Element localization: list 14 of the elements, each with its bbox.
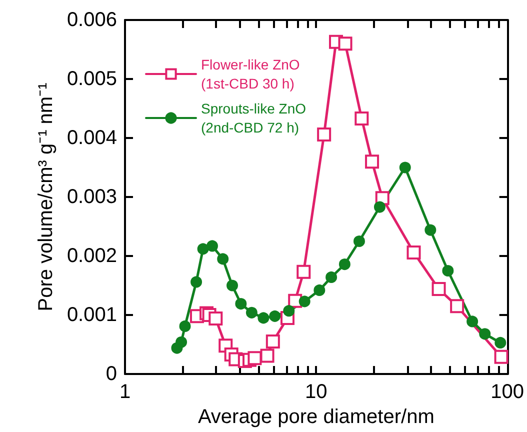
y-tick-label: 0.004 (66, 127, 117, 149)
x-tick-label: 1 (119, 381, 131, 403)
legend-label: Sprouts-like ZnO (2nd-CBD 72 h) (201, 100, 306, 136)
y-tick-label: 0.006 (66, 9, 117, 31)
y-tick-label: 0.001 (66, 304, 117, 326)
x-tick-label: 10 (305, 381, 328, 403)
x-axis-title: Average pore diameter/nm (198, 406, 434, 428)
x-tick-label: 100 (490, 381, 524, 403)
y-tick-label: 0.005 (66, 68, 117, 90)
y-tick-label: 0 (106, 363, 117, 385)
y-axis-title: Pore volume/cm³ g⁻¹ nm⁻¹ (35, 82, 58, 312)
y-tick-label: 0.002 (66, 245, 117, 267)
y-tick-label: 0.003 (66, 186, 117, 208)
legend-label: Flower-like ZnO (1st-CBD 30 h) (201, 56, 300, 92)
